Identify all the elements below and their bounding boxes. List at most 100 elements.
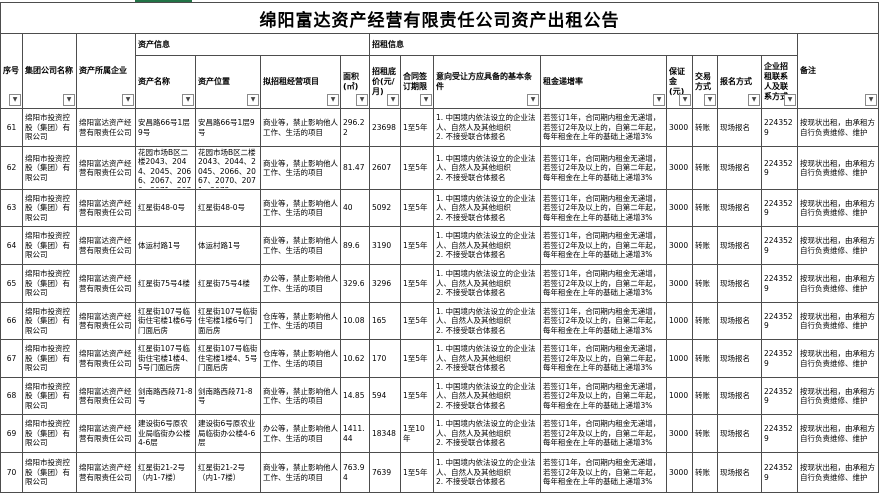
cell-deposit: 3000 [666,189,693,227]
cell-owner-company: 绵阳富达资产经营有限责任公司 [76,414,136,453]
table-body: 61 绵阳市投资控股（集团）有限公司 绵阳富达资产经营有限责任公司 安昌路66号1层9… [0,108,879,493]
cell-project: 仓库等，禁止影响他人工作、生活的项目 [260,339,341,378]
filter-dropdown-deposit[interactable]: ▼ [679,94,691,106]
cell-term: 1至5年 [400,452,434,493]
cell-term: 1至5年 [400,146,434,190]
filter-dropdown-asset-name[interactable]: ▼ [182,94,194,106]
filter-dropdown-term[interactable]: ▼ [420,94,432,106]
cell-term: 1至5年 [400,377,434,415]
cell-seq: 63 [0,189,23,227]
cell-term: 1至10年 [400,414,434,453]
cell-seq: 66 [0,302,23,340]
asset-rental-table: 序号 ▼ 集团公司名称 ▼ 资产所属企业 ▼ 资产信息 招租信息 备注 ▼ 资产名称 ▼ … [0,33,879,493]
cell-owner-company: 绵阳富达资产经营有限责任公司 [76,264,136,303]
cell-group-company: 绵阳市投资控股（集团）有限公司 [22,302,77,340]
filter-dropdown-seq[interactable]: ▼ [9,94,21,106]
cell-deposit: 3000 [666,146,693,190]
cell-project: 商业等，禁止影响他人工作、生活的项目 [260,377,341,415]
cell-asset-name: 红星街107号临街住宅楼1楼6号门面后房 [135,302,196,340]
filter-dropdown-escalation[interactable]: ▼ [653,94,665,106]
filter-dropdown-base-price[interactable]: ▼ [387,94,399,106]
filter-dropdown-project[interactable]: ▼ [327,94,339,106]
cell-contact: 2243529 [761,452,798,493]
cell-signup-mode: 现场报名 [717,146,762,190]
filter-dropdown-trade-mode[interactable]: ▼ [704,94,716,106]
cell-escalation: 若签订1年，合同期内租金无递增，若签订2年及以上的，自第二年起，每年租金在上年的… [540,264,667,303]
cell-project: 商业等，禁止影响他人工作、生活的项目 [260,226,341,265]
cell-base-price: 5092 [369,189,401,227]
cell-asset-name: 剑南路西段71-8号 [135,377,196,415]
cell-signup-mode: 现场报名 [717,377,762,415]
cell-base-price: 7639 [369,452,401,493]
cell-conditions: 1. 中国境内依法设立的企业法人、自然人及其他组织 2. 不接受联合体报名 [433,302,541,340]
group-header-rental-info: 招租信息 [369,33,798,56]
cell-signup-mode: 现场报名 [717,108,762,147]
cell-asset-location: 体运村路1号 [195,226,261,265]
cell-escalation: 若签订1年，合同期内租金无递增，若签订2年及以上的，自第二年起，每年租金在上年的… [540,302,667,340]
filter-dropdown-conditions[interactable]: ▼ [527,94,539,106]
cell-escalation: 若签订1年，合同期内租金无递增，若签订2年及以上的，自第二年起，每年租金在上年的… [540,108,667,147]
cell-remark: 按现状出租，由承租方自行负责维修、维护 [797,414,879,453]
cell-trade-mode: 转账 [692,146,718,190]
cell-asset-name: 花园市场B区二楼2043、2044、2045、2066、2067、2070、20… [135,146,196,190]
col-header-contact: 企业招租联系人及联系方式 ▼ [761,55,798,109]
cell-term: 1至5年 [400,264,434,303]
cell-trade-mode: 转账 [692,108,718,147]
cell-contact: 2243529 [761,189,798,227]
cell-remark: 按现状出租，由承租方自行负责维修、维护 [797,452,879,493]
col-header-base-price: 招租底价(元/月) ▼ [369,55,401,109]
col-header-signup-mode: 报名方式 ▼ [717,55,762,109]
table-row-64: 64 绵阳市投资控股（集团）有限公司 绵阳富达资产经营有限责任公司 体运村路1号 体运村… [0,226,879,265]
cell-asset-name: 体运村路1号 [135,226,196,265]
cell-conditions: 1. 中国境内依法设立的企业法人、自然人及其他组织 2. 不接受联合体报名 [433,377,541,415]
cell-signup-mode: 现场报名 [717,302,762,340]
cell-remark: 按现状出租，由承租方自行负责维修、维护 [797,339,879,378]
cell-area: 10.62 [340,339,370,378]
cell-contact: 2243529 [761,108,798,147]
filter-dropdown-signup-mode[interactable]: ▼ [748,94,760,106]
cell-owner-company: 绵阳富达资产经营有限责任公司 [76,108,136,147]
cell-remark: 按现状出租，由承租方自行负责维修、维护 [797,264,879,303]
cell-trade-mode: 转账 [692,452,718,493]
cell-remark: 按现状出租，由承租方自行负责维修、维护 [797,377,879,415]
col-header-asset-location: 资产位置 ▼ [195,55,261,109]
cell-area: 329.6 [340,264,370,303]
cell-seq: 67 [0,339,23,378]
cell-signup-mode: 现场报名 [717,264,762,303]
cell-conditions: 1. 中国境内依法设立的企业法人、自然人及其他组织 2. 不接受联合体报名 [433,108,541,147]
filter-dropdown-owner-company[interactable]: ▼ [122,94,134,106]
cell-base-price: 2607 [369,146,401,190]
cell-conditions: 1. 中国境内依法设立的企业法人、自然人及其他组织 2. 不接受联合体报名 [433,414,541,453]
cell-trade-mode: 转账 [692,414,718,453]
cell-asset-location: 剑南路西段71-8号 [195,377,261,415]
filter-dropdown-asset-location[interactable]: ▼ [247,94,259,106]
cell-term: 1至5年 [400,189,434,227]
cell-asset-location: 红星街75号4楼 [195,264,261,303]
cell-owner-company: 绵阳富达资产经营有限责任公司 [76,189,136,227]
table-row-62: 62 绵阳市投资控股（集团）有限公司 绵阳富达资产经营有限责任公司 花园市场B区二楼2… [0,146,879,190]
col-header-escalation: 租金递增率 ▼ [540,55,667,109]
table-row-61: 61 绵阳市投资控股（集团）有限公司 绵阳富达资产经营有限责任公司 安昌路66号1层9… [0,108,879,147]
filter-dropdown-remark[interactable]: ▼ [865,94,877,106]
cell-deposit: 3000 [666,414,693,453]
filter-dropdown-contact[interactable]: ▼ [784,94,796,106]
table-row-65: 65 绵阳市投资控股（集团）有限公司 绵阳富达资产经营有限责任公司 红星街75号4楼红… [0,264,879,303]
filter-dropdown-group-company[interactable]: ▼ [63,94,75,106]
cell-term: 1至5年 [400,226,434,265]
cell-area: 14.85 [340,377,370,415]
announcement-title-row: 绵阳富达资产经营有限责任公司资产出租公告 [0,2,879,34]
cell-remark: 按现状出租，由承租方自行负责维修、维护 [797,226,879,265]
cell-asset-location: 红星街107号临街住宅楼1楼4、5号门面后房 [195,339,261,378]
cell-escalation: 若签订1年，合同期内租金无递增，若签订2年及以上的，自第二年起，每年租金在上年的… [540,339,667,378]
cell-deposit: 3000 [666,226,693,265]
table-row-67: 67 绵阳市投资控股（集团）有限公司 绵阳富达资产经营有限责任公司 红星街107号临街… [0,339,879,378]
cell-contact: 2243529 [761,146,798,190]
cell-conditions: 1. 中国境内依法设立的企业法人、自然人及其他组织 2. 不接受联合体报名 [433,189,541,227]
filter-dropdown-area[interactable]: ▼ [356,94,368,106]
cell-contact: 2243529 [761,339,798,378]
table-row-70: 70 绵阳市投资控股（集团）有限公司 绵阳富达资产经营有限责任公司 红星街21-2号（… [0,452,879,493]
page-title: 绵阳富达资产经营有限责任公司资产出租公告 [259,10,620,31]
cell-owner-company: 绵阳富达资产经营有限责任公司 [76,452,136,493]
cell-seq: 64 [0,226,23,265]
